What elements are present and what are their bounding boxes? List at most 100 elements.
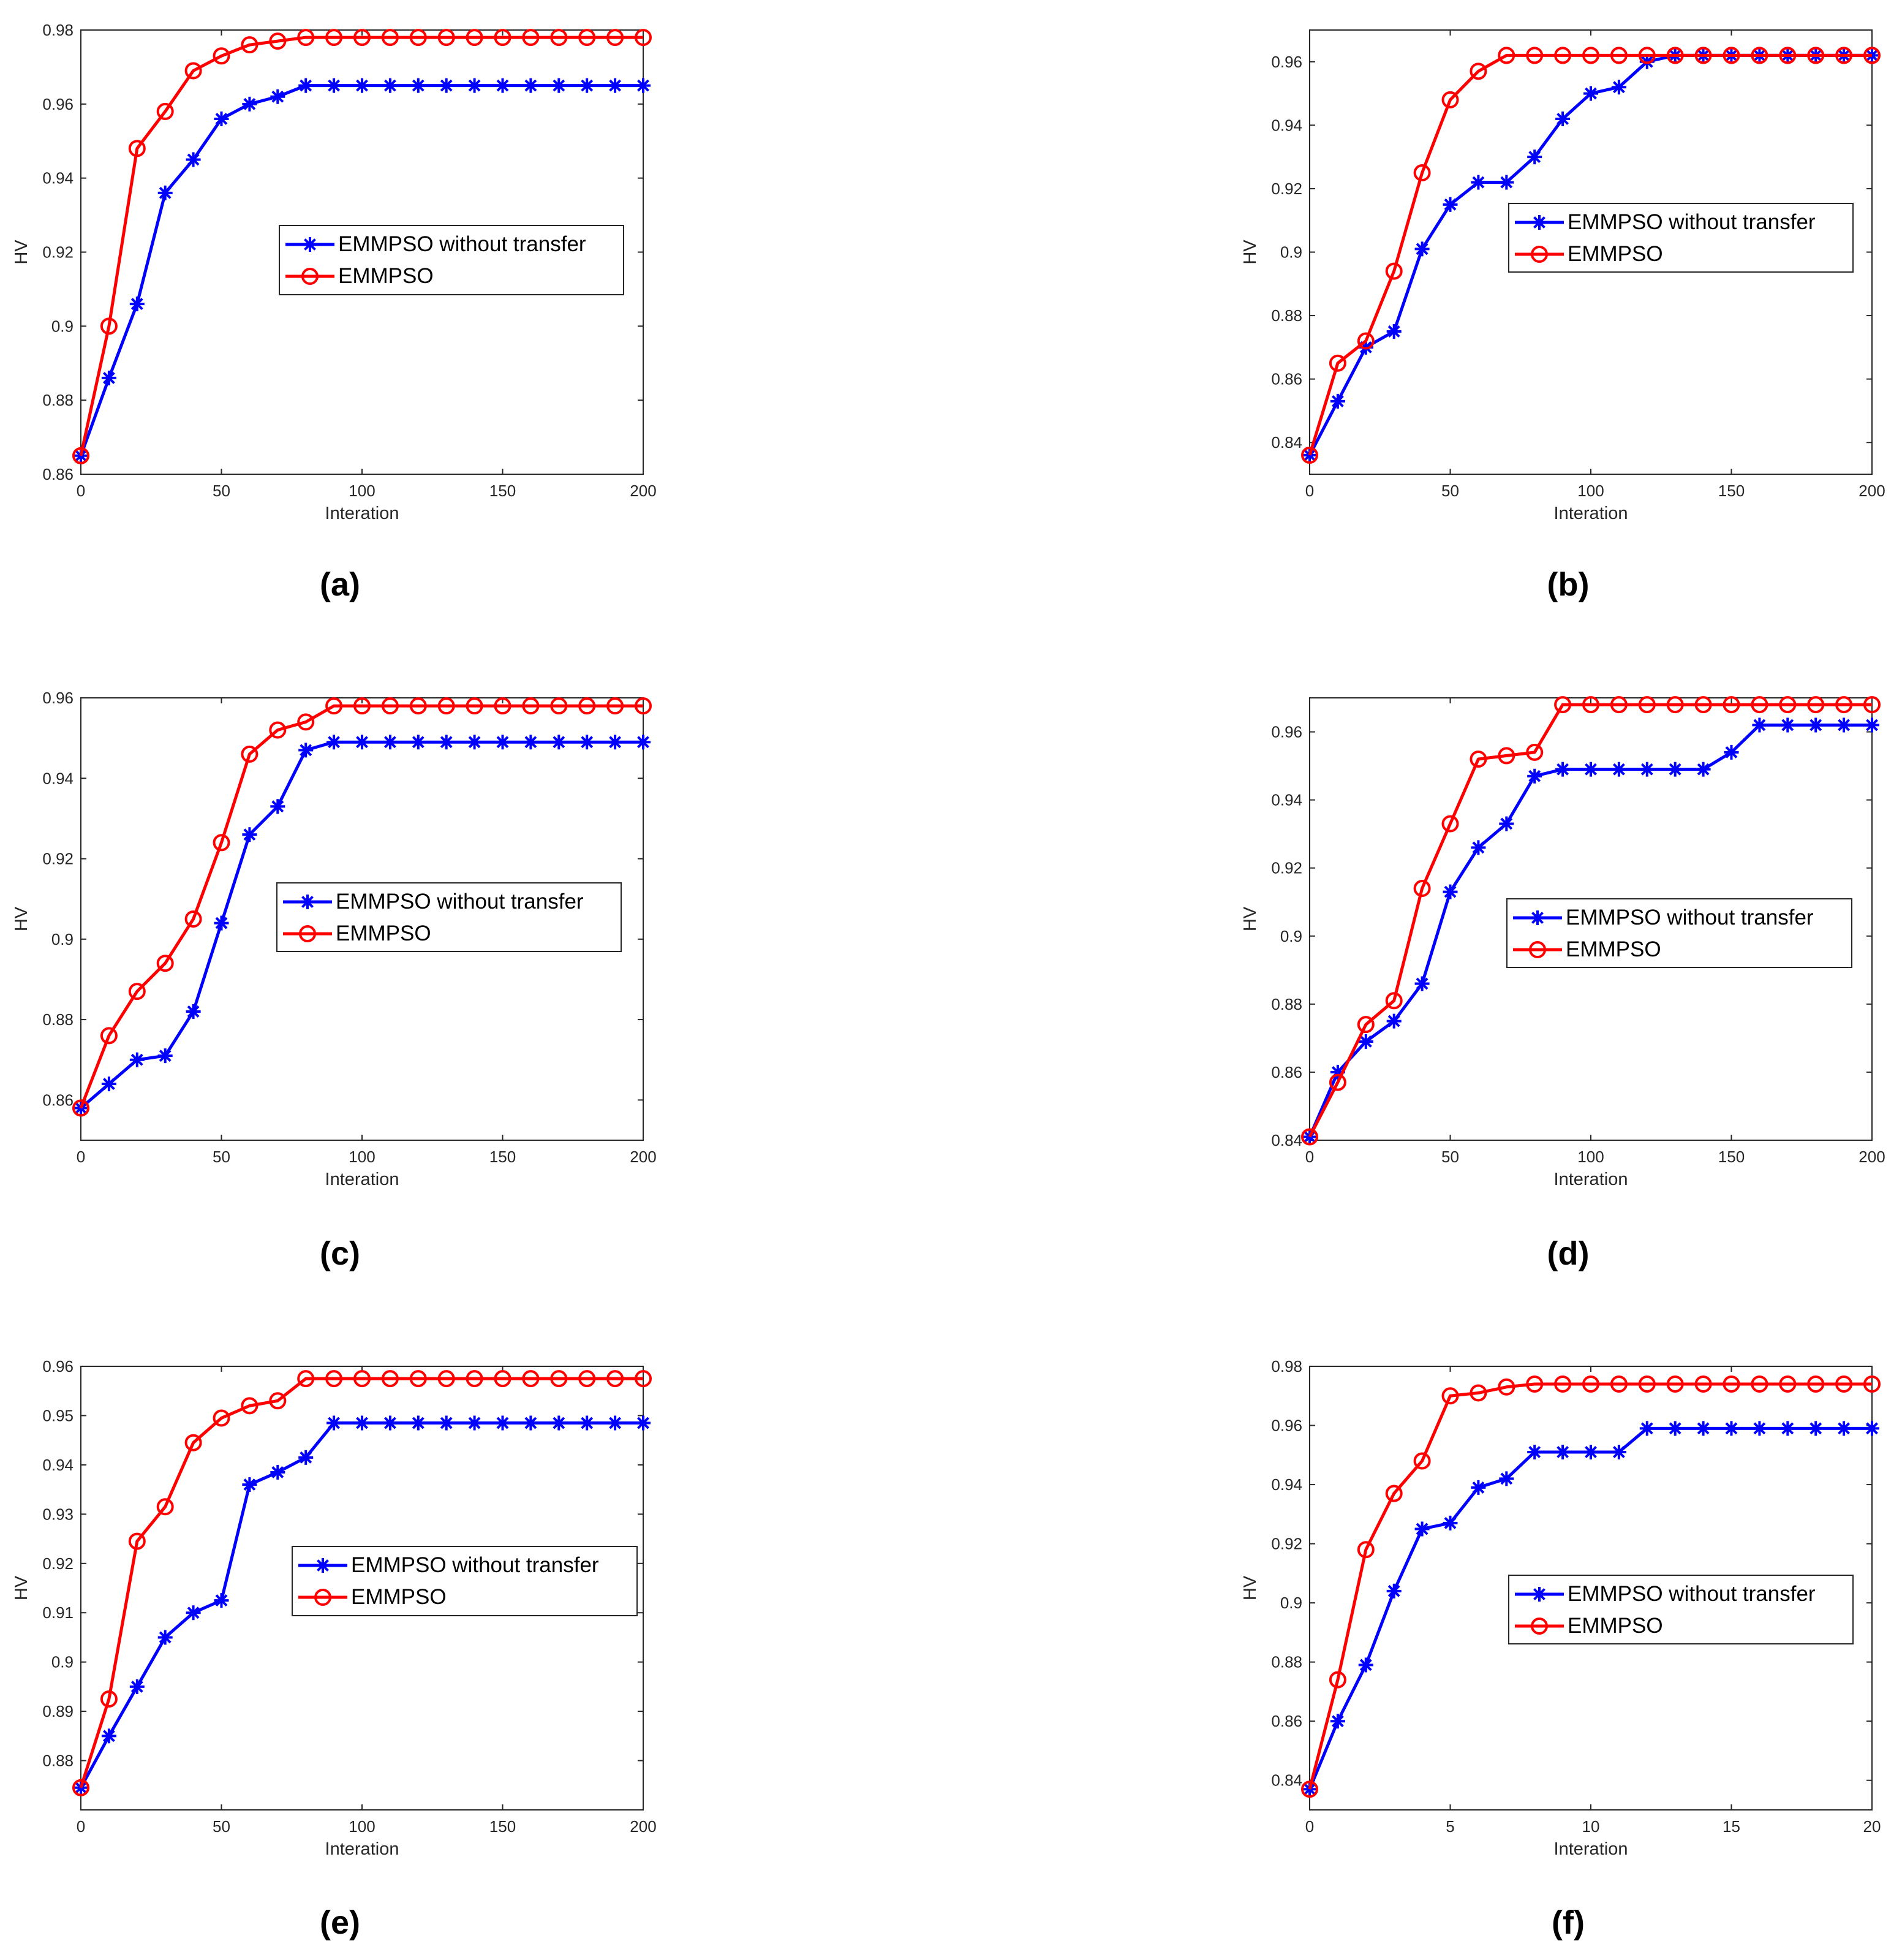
y-tick-label: 0.92 — [42, 1554, 74, 1573]
data-point-without-transfer — [1724, 1421, 1739, 1436]
data-point-emmpso — [550, 1370, 568, 1388]
data-point-emmpso — [1329, 354, 1346, 372]
data-point-emmpso — [1666, 47, 1684, 64]
y-axis-label: HV — [12, 906, 31, 931]
x-axis-label: Interation — [325, 504, 399, 523]
data-point-without-transfer — [157, 1048, 173, 1064]
data-point-without-transfer — [1358, 1657, 1373, 1673]
data-point-emmpso — [606, 1370, 624, 1388]
y-tick-label: 0.9 — [51, 317, 74, 335]
legend-marker-circle — [1531, 246, 1548, 263]
data-point-emmpso — [297, 1370, 315, 1388]
data-point-without-transfer — [636, 735, 651, 750]
data-point-emmpso — [1638, 1375, 1656, 1393]
legend-box — [276, 882, 622, 952]
panel-caption: (c) — [320, 1235, 360, 1272]
y-tick-label: 0.94 — [1271, 791, 1302, 809]
y-tick-label: 0.9 — [1280, 243, 1302, 262]
data-point-emmpso — [1582, 1375, 1599, 1393]
x-tick-label: 200 — [630, 482, 656, 500]
data-point-without-transfer — [1808, 717, 1824, 733]
data-point-without-transfer — [1836, 1421, 1852, 1436]
data-point-emmpso — [1413, 164, 1431, 182]
data-point-emmpso — [381, 1370, 399, 1388]
data-point-emmpso — [1385, 992, 1403, 1010]
data-point-without-transfer — [186, 1605, 201, 1621]
y-tick-label: 0.9 — [1280, 1594, 1302, 1612]
data-point-without-transfer — [1527, 149, 1542, 165]
legend-marker-asterisk — [300, 895, 315, 909]
data-point-without-transfer — [1443, 197, 1458, 212]
data-point-emmpso — [100, 1690, 118, 1708]
data-point-without-transfer — [1696, 762, 1711, 777]
legend-box — [279, 225, 624, 295]
x-axis-label: Interation — [1554, 1170, 1628, 1189]
data-point-without-transfer — [101, 1076, 116, 1092]
data-point-emmpso — [184, 910, 202, 928]
data-point-emmpso — [1807, 1375, 1825, 1393]
data-point-emmpso — [269, 1392, 287, 1410]
data-point-without-transfer — [1611, 1444, 1626, 1459]
data-point-emmpso — [1554, 1375, 1572, 1393]
y-axis-label: HV — [1240, 906, 1260, 931]
data-point-emmpso — [606, 697, 624, 715]
x-axis-label: Interation — [325, 1839, 399, 1859]
x-tick-label: 100 — [349, 1817, 375, 1836]
x-tick-label: 0 — [77, 482, 85, 500]
data-point-emmpso — [1357, 1016, 1375, 1034]
y-tick-label: 0.86 — [42, 465, 74, 483]
data-point-emmpso — [1863, 696, 1881, 714]
data-point-emmpso — [635, 1370, 652, 1388]
x-tick-label: 0 — [77, 1148, 85, 1166]
panel-caption: (a) — [320, 566, 360, 603]
data-point-emmpso — [1526, 1375, 1544, 1393]
x-tick-label: 15 — [1723, 1817, 1740, 1836]
chart-panel-a: 0 50 100 150 200 0.86 0.88 0.9 0.92 0.94 0.96 0.98 I… — [12, 21, 657, 603]
data-point-without-transfer — [1555, 762, 1571, 777]
data-point-emmpso — [72, 447, 89, 464]
data-point-without-transfer — [355, 735, 369, 750]
data-point-without-transfer — [1583, 86, 1598, 101]
panel-caption: (e) — [320, 1904, 360, 1941]
data-point-without-transfer — [439, 1415, 454, 1431]
data-point-emmpso — [1554, 696, 1572, 714]
data-point-without-transfer — [1583, 1444, 1598, 1459]
data-point-emmpso — [1498, 47, 1515, 64]
data-point-emmpso — [1526, 47, 1544, 64]
data-point-emmpso — [100, 1027, 118, 1045]
data-point-emmpso — [466, 1370, 483, 1388]
data-point-emmpso — [466, 29, 483, 47]
data-point-without-transfer — [495, 78, 510, 93]
chart-panel-d: 0 50 100 150 200 0.84 0.86 0.88 0.9 0.92 0.94 0.96 I… — [1240, 696, 1885, 1272]
data-point-without-transfer — [1471, 1480, 1486, 1495]
data-point-without-transfer — [551, 78, 567, 93]
data-point-emmpso — [353, 29, 371, 47]
x-tick-label: 150 — [489, 1817, 516, 1836]
data-point-without-transfer — [1667, 762, 1683, 777]
data-point-emmpso — [409, 697, 427, 715]
x-tick-label: 50 — [213, 482, 230, 500]
data-point-without-transfer — [439, 735, 454, 750]
data-point-emmpso — [1498, 747, 1515, 765]
data-point-emmpso — [353, 697, 371, 715]
y-tick-label: 0.9 — [51, 930, 74, 948]
data-point-without-transfer — [129, 1052, 145, 1067]
data-point-emmpso — [1751, 1375, 1768, 1393]
data-point-emmpso — [1694, 696, 1712, 714]
data-point-emmpso — [1441, 815, 1459, 833]
y-tick-label: 0.88 — [42, 391, 74, 409]
y-tick-label: 0.88 — [42, 1010, 74, 1029]
x-tick-label: 10 — [1582, 1817, 1600, 1836]
data-point-emmpso — [494, 1370, 511, 1388]
legend-label: EMMPSO — [336, 921, 431, 945]
data-point-emmpso — [1582, 696, 1599, 714]
data-point-emmpso — [325, 1370, 343, 1388]
legend-marker-circle — [1531, 1618, 1548, 1635]
data-point-without-transfer — [214, 1593, 229, 1608]
y-tick-label: 0.84 — [1271, 1131, 1302, 1149]
data-point-without-transfer — [1414, 976, 1430, 991]
data-point-emmpso — [1357, 1541, 1375, 1559]
chart-panel-f: 0 5 10 15 20 0.84 0.86 0.88 0.9 0.92 0.94 0.96 0.98 I… — [1240, 1357, 1881, 1941]
data-point-emmpso — [1301, 446, 1318, 464]
data-point-without-transfer — [1611, 80, 1626, 95]
